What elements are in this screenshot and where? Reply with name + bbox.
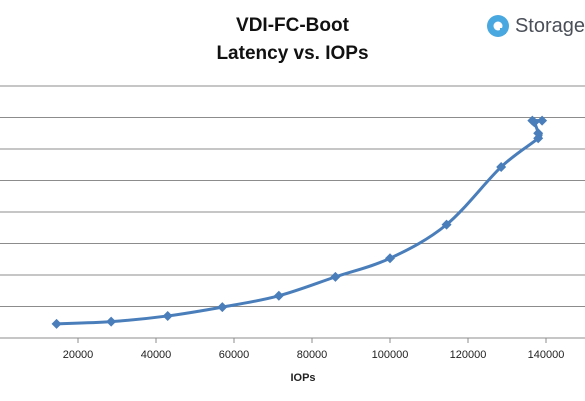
data-point	[441, 219, 452, 230]
data-point	[162, 310, 173, 321]
x-tick-label: 20000	[63, 349, 94, 361]
data-point	[533, 133, 544, 144]
x-tick-label: 120000	[450, 349, 487, 361]
brand-name: Storage	[514, 14, 585, 37]
data-point	[385, 253, 395, 264]
chart-title-line-1: VDI-FC-Boot	[236, 15, 349, 36]
series-line	[55, 119, 544, 326]
x-tick-label: 140000	[528, 349, 565, 361]
data-point	[273, 290, 284, 301]
brand-logo: Storage	[485, 13, 585, 39]
x-axis-label: IOPs	[290, 372, 315, 384]
data-point	[533, 128, 544, 139]
data-point	[330, 271, 341, 282]
chart-title-line-2: Latency vs. IOPs	[216, 43, 369, 64]
x-tick-label: 40000	[141, 349, 172, 361]
data-point	[217, 302, 228, 313]
data-point	[527, 115, 538, 126]
data-point	[496, 161, 507, 172]
storage-logo-icon	[486, 15, 509, 37]
x-tick-label: 60000	[219, 349, 250, 361]
x-tick-label: 80000	[297, 349, 328, 361]
data-point	[106, 316, 117, 327]
data-point	[51, 318, 62, 329]
chart-title: VDI-FC-Boot Latency vs. IOPs	[0, 12, 585, 68]
x-tick-label: 100000	[372, 349, 409, 361]
data-point	[537, 115, 548, 126]
